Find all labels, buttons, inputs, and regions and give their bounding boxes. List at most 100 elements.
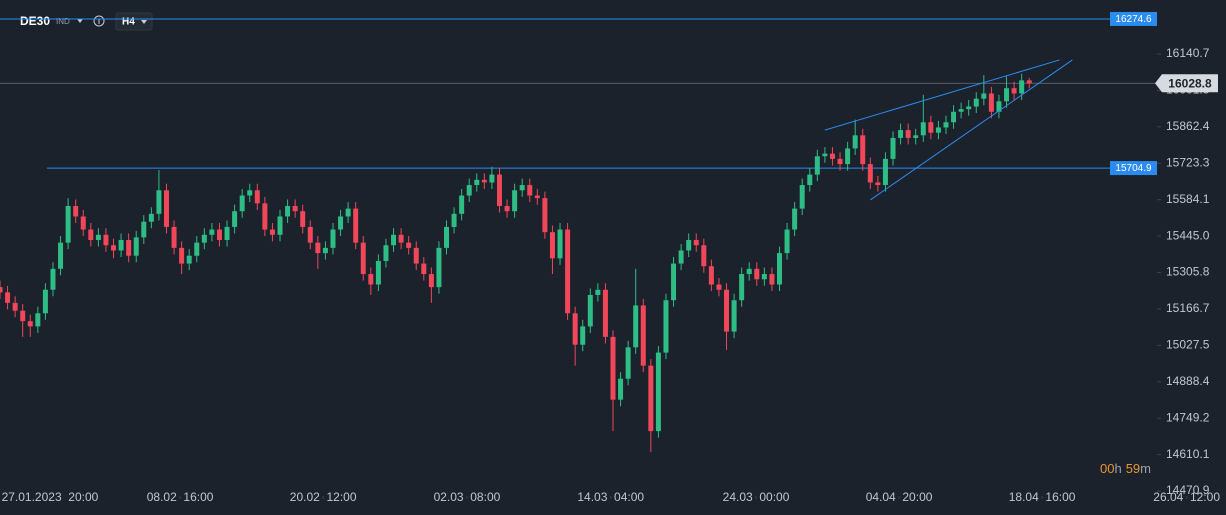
candle-body bbox=[27, 321, 33, 327]
candle-body bbox=[1011, 88, 1017, 94]
candle-body bbox=[496, 174, 502, 206]
candle-body bbox=[678, 250, 684, 264]
candle-body bbox=[436, 247, 442, 288]
symbol[interactable]: DE30 bbox=[20, 14, 50, 28]
candle-body bbox=[118, 240, 124, 251]
candle-body bbox=[239, 195, 245, 212]
candle-body bbox=[322, 247, 328, 254]
candle-body bbox=[981, 93, 987, 99]
candle-body bbox=[406, 242, 412, 248]
candle-body bbox=[20, 310, 26, 322]
candle-body bbox=[262, 203, 268, 230]
candle-body bbox=[943, 122, 949, 128]
y-tick-label: 15584.1 bbox=[1166, 192, 1210, 206]
candle-body bbox=[216, 229, 222, 241]
timeframe: H4 bbox=[122, 17, 135, 28]
candle-body bbox=[201, 234, 207, 243]
candle-body bbox=[383, 245, 389, 261]
candle-body bbox=[655, 352, 661, 432]
candle-body bbox=[338, 216, 344, 230]
candle-body bbox=[504, 205, 510, 212]
candle-body bbox=[65, 205, 71, 243]
x-tick-label: 27.01.2023 20:00 bbox=[2, 490, 99, 504]
candle-body bbox=[194, 242, 200, 256]
plot bbox=[0, 18, 1157, 453]
candle-body bbox=[80, 216, 86, 230]
candle-body bbox=[292, 205, 298, 212]
candle-body bbox=[951, 111, 957, 123]
level-label-box bbox=[1110, 11, 1157, 26]
candle-body bbox=[512, 190, 518, 212]
info-icon[interactable] bbox=[93, 15, 105, 27]
x-tick-label: 26.04 12:00 bbox=[1153, 490, 1220, 504]
timer-hours: 00 bbox=[1100, 461, 1114, 476]
candle-body bbox=[186, 255, 192, 264]
candle-body bbox=[277, 216, 283, 235]
candle-body bbox=[421, 263, 427, 275]
candle-body bbox=[163, 190, 169, 227]
y-tick-label: 15166.7 bbox=[1166, 301, 1210, 315]
x-tick-label: 20.02 12:00 bbox=[290, 490, 357, 504]
y-tick-label: 15723.3 bbox=[1166, 155, 1210, 169]
level-label: 16274.6 bbox=[1115, 14, 1152, 25]
candle-body bbox=[1026, 80, 1032, 84]
candle-body bbox=[126, 240, 132, 256]
candle-body bbox=[459, 195, 465, 214]
dropdown-arrow[interactable] bbox=[77, 19, 83, 23]
candle-body bbox=[587, 294, 593, 327]
last-price-label: 16028.8 bbox=[1168, 76, 1212, 90]
candle-body bbox=[413, 247, 419, 264]
candle-body bbox=[882, 158, 888, 186]
candle-body bbox=[845, 148, 851, 165]
candle-body bbox=[875, 182, 881, 186]
candle-body bbox=[12, 302, 18, 311]
candle-body bbox=[269, 229, 275, 235]
candle-body bbox=[988, 93, 994, 112]
candle-body bbox=[247, 190, 253, 196]
candle-body bbox=[398, 234, 404, 243]
candle-body bbox=[542, 198, 548, 233]
candle-body bbox=[837, 158, 843, 165]
candle-body bbox=[860, 135, 866, 165]
candle-body bbox=[913, 135, 919, 138]
candle-body bbox=[565, 229, 571, 314]
candle-body bbox=[973, 98, 979, 107]
candle-body bbox=[754, 268, 760, 280]
candle-body bbox=[368, 274, 374, 285]
candle-body bbox=[769, 274, 775, 285]
candle-body bbox=[640, 305, 646, 366]
candle-body bbox=[224, 226, 230, 241]
y-tick-label: 14749.2 bbox=[1166, 410, 1210, 424]
candle-body bbox=[663, 300, 669, 353]
candle-body bbox=[474, 179, 480, 186]
y-tick-label: 14470.9 bbox=[1166, 483, 1210, 497]
candle-body bbox=[527, 185, 533, 196]
candle-body bbox=[928, 122, 934, 133]
candle-body bbox=[852, 135, 858, 149]
candle-body bbox=[0, 287, 3, 293]
candle-body bbox=[300, 211, 306, 227]
candle-body bbox=[572, 313, 578, 345]
candle-body bbox=[285, 205, 291, 217]
candle-body bbox=[1019, 80, 1025, 94]
last-price-box bbox=[1155, 74, 1218, 93]
candle-body bbox=[360, 242, 366, 275]
candle-body bbox=[534, 195, 540, 199]
candle-body bbox=[254, 190, 260, 204]
candle-body bbox=[171, 226, 177, 248]
candle-body bbox=[95, 234, 101, 241]
candle-body bbox=[890, 137, 896, 159]
candle-body bbox=[35, 313, 41, 327]
candle-body bbox=[315, 242, 321, 254]
market: IND bbox=[56, 17, 70, 26]
candle-body bbox=[444, 226, 450, 248]
candle-body bbox=[179, 247, 185, 264]
candle-body bbox=[671, 263, 677, 301]
candle-body bbox=[958, 109, 964, 112]
timeframe-box[interactable] bbox=[115, 12, 153, 31]
candle-body bbox=[996, 101, 1002, 112]
candle-body bbox=[633, 305, 639, 348]
candle-body bbox=[42, 289, 48, 314]
